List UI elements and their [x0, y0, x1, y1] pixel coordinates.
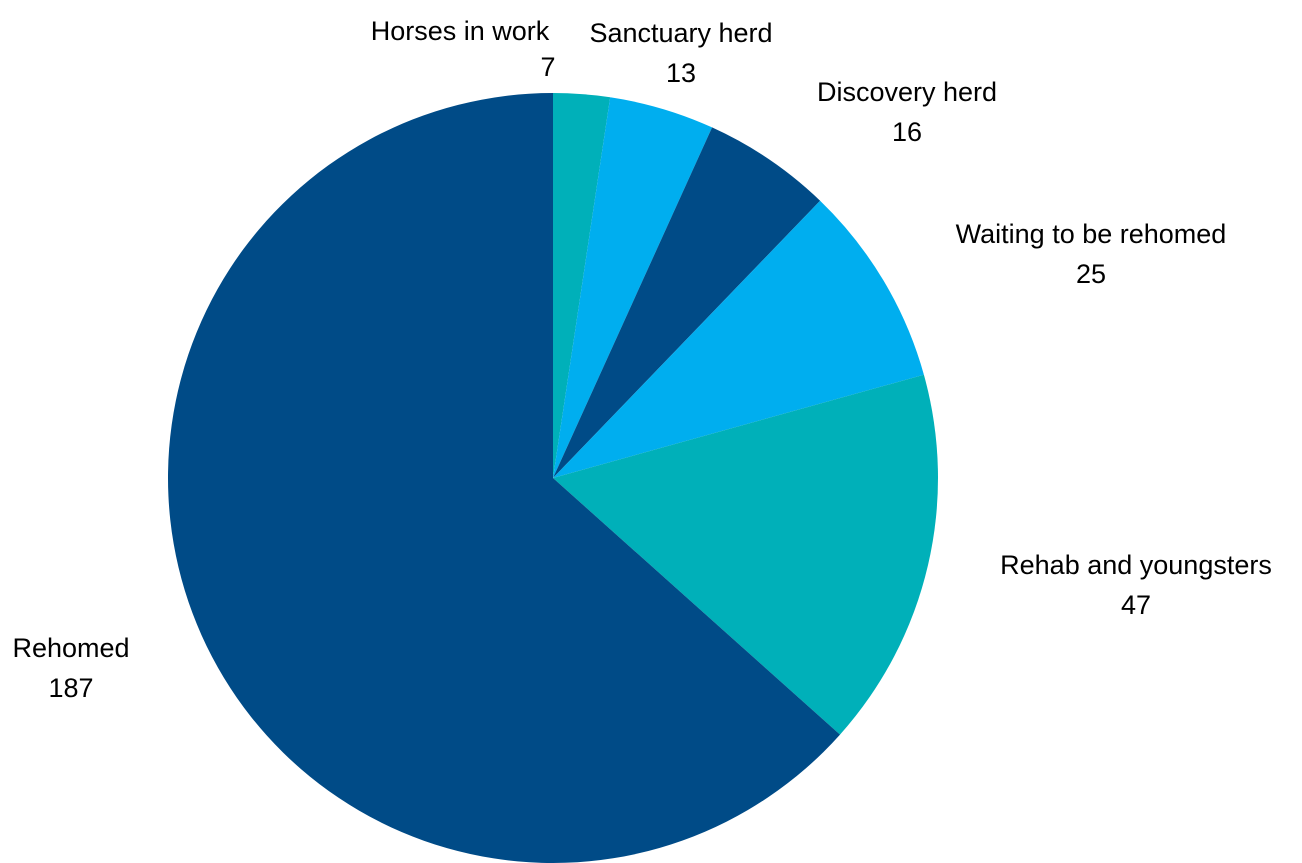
slice-label-name: Horses in work — [371, 16, 550, 46]
pie-slice-rehab-and-youngsters — [553, 374, 938, 735]
slice-label-value: 13 — [666, 58, 696, 88]
pie-slice-discovery-herd — [553, 127, 821, 478]
pie-slice-rehomed — [167, 93, 841, 863]
pie-slices — [167, 93, 938, 863]
pie-slice-horses-in-work — [553, 93, 611, 478]
slice-label-name: Rehomed — [12, 633, 129, 663]
slice-label-value: 47 — [1121, 590, 1151, 620]
slice-label-value: 16 — [892, 117, 922, 147]
slice-label-name: Rehab and youngsters — [1000, 550, 1272, 580]
pie-slice-sanctuary-herd — [553, 97, 713, 479]
slice-label-name: Waiting to be rehomed — [956, 219, 1227, 249]
pie-slice-waiting-to-be-rehomed — [553, 200, 924, 479]
slice-label-value: 25 — [1076, 259, 1106, 289]
slice-label-value: 187 — [48, 673, 93, 703]
slice-label-name: Sanctuary herd — [589, 18, 772, 48]
pie-labels: Horses in work 7 Sanctuary herd 13 Discovery… — [12, 16, 1271, 703]
slice-label-value: 7 — [540, 52, 555, 82]
slice-label-name: Discovery herd — [817, 77, 997, 107]
